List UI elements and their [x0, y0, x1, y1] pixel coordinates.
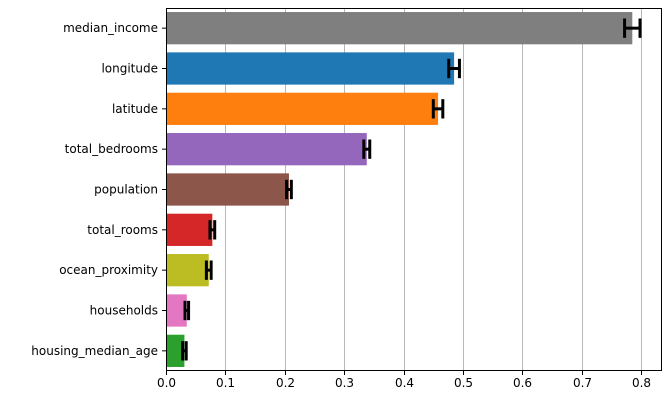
bar-median-income	[166, 12, 633, 45]
bar-latitude	[166, 92, 439, 125]
bars	[166, 12, 633, 367]
y-tick-label: population	[94, 183, 158, 197]
x-tick-label: 0.0	[157, 376, 176, 390]
x-axis-ticks: 0.0 0.1 0.2 0.3 0.4 0.5 0.6 0.7 0.8	[157, 371, 651, 390]
y-tick-label: ocean_proximity	[59, 263, 158, 277]
y-tick-label: longitude	[101, 62, 158, 76]
bar-total-bedrooms	[166, 133, 367, 166]
plot-frame	[166, 8, 662, 371]
bar-ocean-proximity	[166, 254, 209, 287]
bar-total-rooms	[166, 213, 213, 246]
x-tick-label: 0.2	[276, 376, 295, 390]
y-tick-label: total_bedrooms	[65, 142, 158, 156]
error-bar-population	[285, 179, 293, 200]
bar-households	[166, 294, 187, 327]
y-tick-label: total_rooms	[87, 223, 158, 237]
x-tick-label: 0.5	[454, 376, 473, 390]
error-bars	[181, 18, 642, 361]
y-tick-label: latitude	[112, 102, 158, 116]
y-tick-label: median_income	[63, 21, 158, 35]
x-tick-label: 0.8	[632, 376, 651, 390]
error-bar-housing-median-age	[181, 341, 188, 361]
error-bar-households	[183, 300, 191, 321]
error-bar-latitude	[431, 99, 445, 119]
error-bar-longitude	[447, 58, 461, 79]
x-tick-label: 0.3	[335, 376, 354, 390]
bar-housing-median-age	[166, 334, 185, 367]
y-tick-label: households	[90, 304, 158, 318]
x-tick-label: 0.7	[573, 376, 592, 390]
error-bar-total-rooms	[208, 220, 217, 240]
x-tick-label: 0.4	[395, 376, 414, 390]
bar-longitude	[166, 52, 455, 85]
y-axis-ticks: median_income longitude latitude total_bedr…	[31, 21, 166, 358]
x-tick-label: 0.1	[216, 376, 235, 390]
error-bar-total-bedrooms	[362, 139, 372, 159]
error-bar-median-income	[623, 18, 642, 38]
x-tick-label: 0.6	[513, 376, 532, 390]
y-tick-label: housing_median_age	[31, 344, 158, 358]
bar-population	[166, 173, 289, 206]
error-bar-ocean-proximity	[204, 260, 213, 280]
